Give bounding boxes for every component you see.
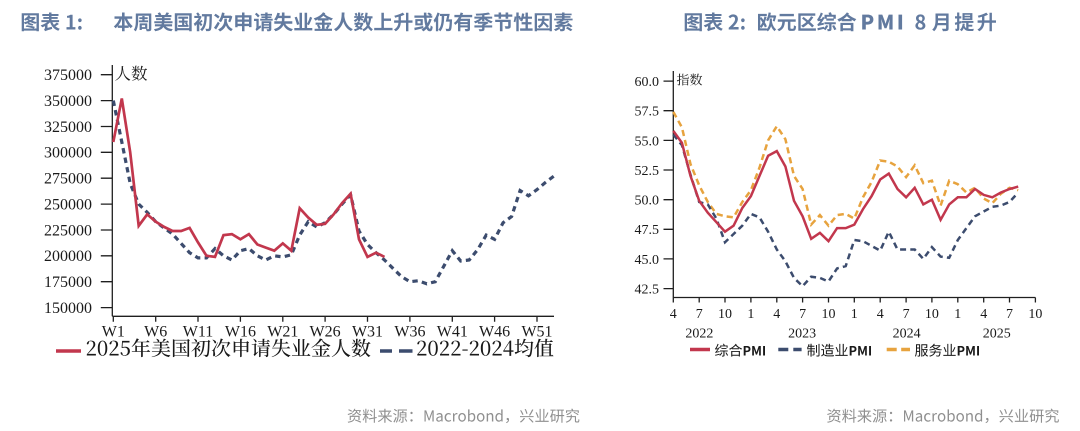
svg-text:42.5: 42.5 bbox=[635, 283, 660, 298]
svg-text:10: 10 bbox=[822, 307, 836, 322]
svg-text:60.0: 60.0 bbox=[635, 75, 660, 90]
svg-text:W11: W11 bbox=[183, 324, 214, 341]
svg-text:4: 4 bbox=[877, 307, 884, 322]
svg-text:7: 7 bbox=[696, 307, 703, 322]
svg-text:52.5: 52.5 bbox=[635, 164, 660, 179]
svg-text:10: 10 bbox=[718, 307, 732, 322]
svg-text:W1: W1 bbox=[102, 324, 125, 341]
svg-text:300000: 300000 bbox=[44, 145, 92, 162]
svg-text:W46: W46 bbox=[479, 324, 510, 341]
svg-text:57.5: 57.5 bbox=[635, 105, 660, 120]
svg-text:4: 4 bbox=[670, 307, 677, 322]
svg-text:45.0: 45.0 bbox=[635, 253, 660, 268]
svg-text:7: 7 bbox=[799, 307, 806, 322]
svg-text:50.0: 50.0 bbox=[635, 194, 660, 209]
svg-text:W31: W31 bbox=[352, 324, 383, 341]
svg-text:W21: W21 bbox=[267, 324, 298, 341]
svg-text:10: 10 bbox=[1028, 307, 1042, 322]
svg-text:4: 4 bbox=[980, 307, 987, 322]
svg-text:W26: W26 bbox=[310, 324, 341, 341]
svg-text:W36: W36 bbox=[394, 324, 425, 341]
svg-text:2023: 2023 bbox=[788, 327, 816, 342]
svg-text:47.5: 47.5 bbox=[635, 223, 660, 238]
svg-text:350000: 350000 bbox=[44, 93, 92, 110]
svg-text:1: 1 bbox=[747, 307, 754, 322]
svg-text:55.0: 55.0 bbox=[635, 134, 660, 149]
svg-text:W51: W51 bbox=[521, 324, 552, 341]
svg-text:275000: 275000 bbox=[44, 171, 92, 188]
svg-text:225000: 225000 bbox=[44, 222, 92, 239]
svg-text:W6: W6 bbox=[144, 324, 167, 341]
svg-text:W41: W41 bbox=[437, 324, 468, 341]
svg-text:4: 4 bbox=[773, 307, 780, 322]
svg-text:10: 10 bbox=[925, 307, 939, 322]
svg-text:175000: 175000 bbox=[44, 274, 92, 291]
svg-text:1: 1 bbox=[954, 307, 961, 322]
svg-text:375000: 375000 bbox=[44, 67, 92, 84]
svg-text:2022: 2022 bbox=[685, 327, 713, 342]
svg-text:2024: 2024 bbox=[893, 327, 921, 342]
svg-text:7: 7 bbox=[1006, 307, 1013, 322]
svg-text:325000: 325000 bbox=[44, 119, 92, 136]
svg-text:250000: 250000 bbox=[44, 197, 92, 214]
svg-text:150000: 150000 bbox=[44, 300, 92, 317]
svg-text:W16: W16 bbox=[225, 324, 256, 341]
svg-text:7: 7 bbox=[903, 307, 910, 322]
svg-text:2025: 2025 bbox=[983, 327, 1011, 342]
svg-text:1: 1 bbox=[851, 307, 858, 322]
svg-text:200000: 200000 bbox=[44, 248, 92, 265]
